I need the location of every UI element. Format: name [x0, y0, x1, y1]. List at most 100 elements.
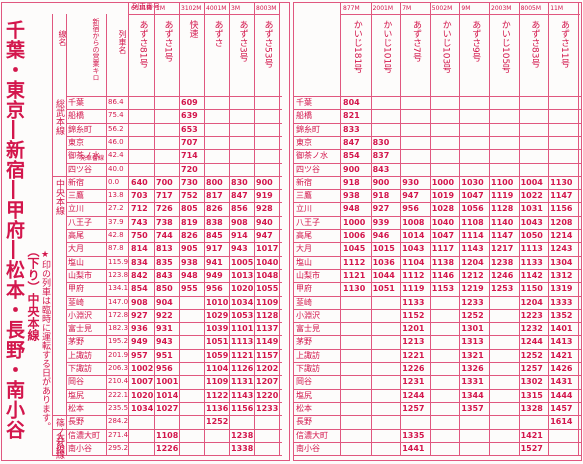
- train-time: 904: [156, 297, 173, 307]
- train-name: かいじ101号: [381, 20, 392, 74]
- station-name: 南小谷: [296, 443, 320, 453]
- train-name: あずさ11号: [559, 20, 569, 68]
- train-time: 1246: [491, 270, 514, 280]
- train-time: 1014: [402, 231, 425, 240]
- train-time: 1130: [550, 177, 573, 187]
- train-time: 833: [343, 124, 360, 134]
- rule: [429, 2, 431, 456]
- station-name: 四ツ谷: [296, 164, 320, 174]
- train-time: 1113: [520, 244, 543, 254]
- train-time: 850: [156, 284, 173, 294]
- train-time: 1020: [231, 284, 254, 294]
- train-time: 927: [131, 310, 148, 320]
- train-name: かいじ181号: [351, 20, 362, 74]
- train-time: 1233: [256, 403, 279, 413]
- rule: [1, 2, 2, 460]
- station-km: 271.4: [108, 430, 129, 439]
- train-time: 1212: [461, 270, 484, 280]
- train-time: 1133: [402, 297, 425, 307]
- train-time: 1126: [231, 364, 254, 373]
- train-time: 1109: [256, 297, 279, 307]
- direction: （下り）中央本線: [26, 245, 40, 341]
- train-time: 1031: [520, 204, 543, 214]
- rule: [518, 2, 520, 456]
- train-time: 717: [156, 191, 173, 201]
- train-time: 819: [181, 217, 198, 227]
- line-name: 総武本線: [54, 99, 64, 135]
- station-name: 四ツ谷: [68, 164, 92, 174]
- train-time: 1226: [156, 443, 179, 453]
- station-name: 小淵沢: [296, 310, 320, 320]
- train-time: 847: [231, 191, 248, 201]
- station-name: 富士見: [296, 324, 320, 334]
- station-name: 長野: [68, 417, 84, 427]
- station-name: 千葉: [296, 98, 312, 107]
- train-time: 1043: [402, 244, 425, 254]
- train-time: 1104: [402, 257, 425, 267]
- train-time: 938: [181, 257, 198, 267]
- rule: [279, 2, 280, 456]
- station-name: 上諏訪: [68, 350, 92, 360]
- station-km: 222.1: [108, 390, 129, 399]
- rule: [66, 441, 282, 443]
- train-time: 1136: [206, 403, 229, 413]
- station-km: 13.8: [108, 191, 124, 200]
- train-time: 1344: [461, 390, 484, 400]
- train-number: 11M: [550, 5, 563, 12]
- station-name: 立川: [296, 204, 312, 214]
- train-time: 1156: [550, 204, 573, 214]
- train-name: あずさ3号: [237, 20, 248, 62]
- train-time: 1243: [550, 244, 573, 254]
- station-name: 下諏訪: [68, 364, 92, 373]
- train-time: 1000: [431, 177, 455, 187]
- train-time: 1028: [431, 204, 455, 214]
- train-time: 1040: [431, 217, 455, 227]
- train-time: 943: [156, 337, 173, 347]
- train-name: かいじ103号: [440, 20, 451, 74]
- rule: [66, 282, 282, 283]
- rule: [254, 2, 255, 456]
- train-time: 1119: [402, 284, 425, 294]
- train-time: 1002: [131, 364, 154, 373]
- train-time: 1056: [461, 204, 484, 214]
- train-time: 830: [372, 137, 390, 147]
- rule: [294, 428, 581, 429]
- train-time: 730: [181, 177, 198, 187]
- train-time: 1223: [520, 310, 543, 320]
- rule: [1, 460, 290, 461]
- train-time: 941: [206, 257, 223, 267]
- rule: [66, 455, 282, 457]
- station-name: 東京: [68, 137, 84, 147]
- train-time: 1146: [431, 270, 455, 280]
- station-km: 295.2: [108, 443, 129, 452]
- train-time: 1302: [520, 377, 543, 387]
- train-time: 830: [231, 177, 248, 187]
- train-name: あずさ83号: [529, 20, 540, 68]
- train-time: 947: [402, 191, 419, 201]
- rule: [294, 135, 581, 137]
- train-time: 1221: [402, 350, 425, 360]
- rule: [294, 441, 581, 443]
- train-time: 1252: [206, 417, 229, 427]
- platform-label: 発車番線: [80, 155, 105, 162]
- rule: [128, 2, 129, 456]
- rule: [294, 322, 581, 323]
- station-name: 船橋: [68, 111, 84, 121]
- train-time: 900: [256, 177, 273, 187]
- station-km: 0.0: [108, 177, 120, 186]
- train-time: 1257: [402, 403, 425, 413]
- train-time: 1441: [402, 443, 425, 453]
- train-time: 1431: [550, 377, 573, 387]
- train-number: 3M: [231, 5, 240, 12]
- train-time: 720: [181, 164, 198, 174]
- station-name: 山梨市: [68, 270, 92, 280]
- train-time: 900: [343, 164, 360, 174]
- rule: [52, 14, 53, 456]
- train-time: 917: [206, 244, 223, 254]
- train-time: 1015: [372, 244, 395, 254]
- train-time: 1201: [402, 324, 425, 334]
- rule: [294, 215, 581, 217]
- train-time: 1112: [343, 257, 366, 267]
- train-time: 1335: [402, 430, 425, 440]
- train-number: 5002M: [431, 5, 453, 12]
